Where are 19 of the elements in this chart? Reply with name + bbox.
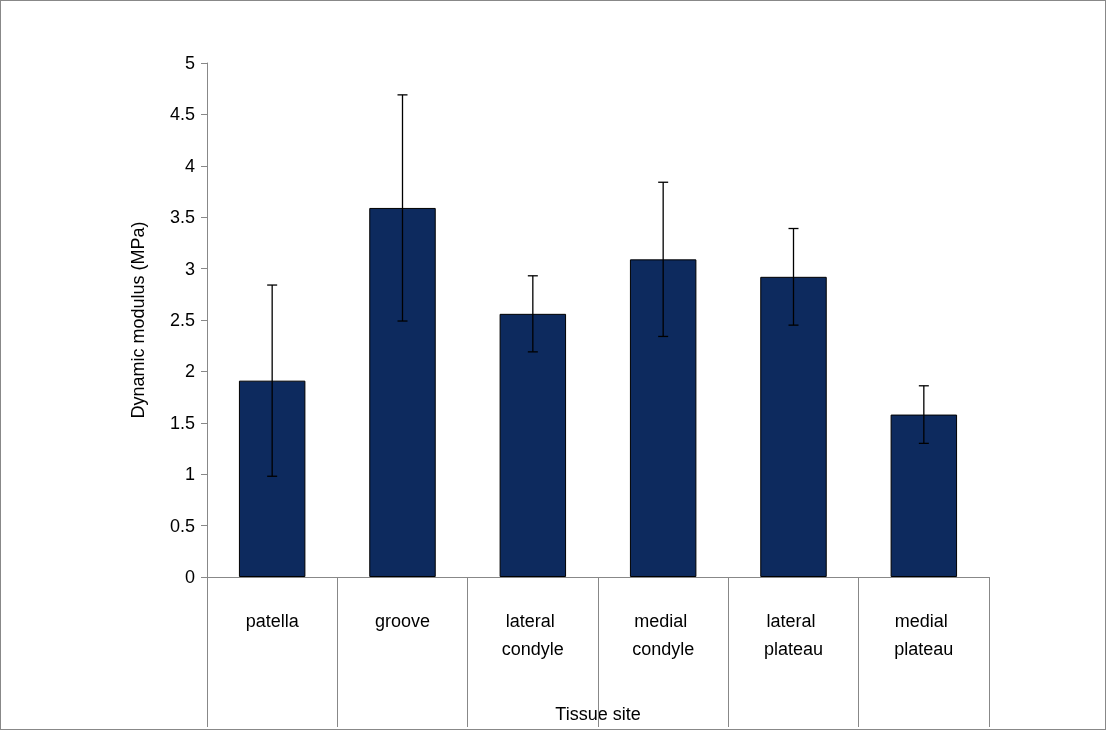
- x-tick-label: medial condyle: [632, 611, 695, 659]
- y-tick-label: 0.5: [169, 515, 195, 536]
- x-tick-label: lateral condyle: [501, 611, 564, 659]
- x-tick-label: groove: [374, 611, 431, 631]
- y-axis-title: Dynamic modulus (MPa): [128, 221, 148, 419]
- y-tick-label: 2.5: [169, 310, 195, 330]
- x-axis-title: Tissue site: [555, 704, 641, 724]
- x-tick-label: lateral plateau: [763, 611, 824, 659]
- y-tick-label: 1: [184, 464, 195, 485]
- y-tick-label: 3: [184, 258, 195, 279]
- y-tick-label: 1.5: [169, 412, 195, 433]
- y-tick-label: 0: [184, 567, 195, 587]
- y-tick-label: 2: [184, 361, 195, 382]
- x-tick-label: patella: [245, 611, 300, 631]
- y-tick-label: 4: [184, 155, 195, 176]
- y-tick-label: 5: [184, 53, 195, 73]
- y-tick-label: 3.5: [169, 207, 195, 228]
- x-tick-label: medial plateau: [894, 611, 954, 659]
- y-tick-label: 4.5: [169, 104, 195, 125]
